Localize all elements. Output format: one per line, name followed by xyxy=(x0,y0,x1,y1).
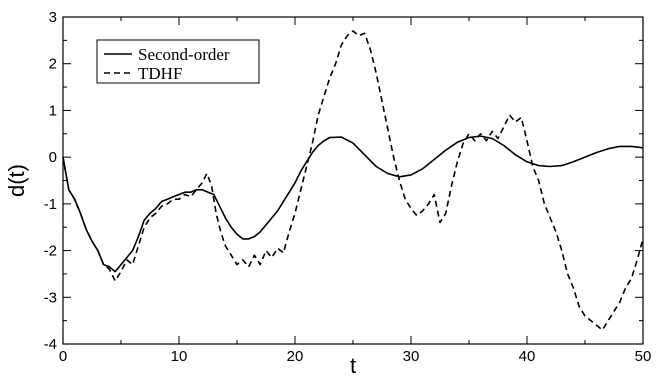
legend-box xyxy=(96,39,260,84)
legend: Second-order TDHF xyxy=(96,39,260,84)
x-tick-label: 30 xyxy=(403,348,420,365)
y-tick-label: 2 xyxy=(49,56,57,73)
y-tick-label: -2 xyxy=(44,243,57,260)
legend-label-tdhf: TDHF xyxy=(138,64,182,83)
y-tick-label: -3 xyxy=(44,289,57,306)
y-axis-title: d(t) xyxy=(4,164,29,197)
x-tick-label: 10 xyxy=(171,348,188,365)
x-tick-label: 0 xyxy=(59,348,67,365)
legend-label-second-order: Second-order xyxy=(138,45,230,64)
y-tick-label: -4 xyxy=(44,336,57,353)
x-tick-label: 50 xyxy=(635,348,652,365)
y-tick-label: -1 xyxy=(44,196,57,213)
x-tick-label: 20 xyxy=(287,348,304,365)
x-axis-title: t xyxy=(350,353,356,377)
series-line-1 xyxy=(62,30,644,331)
plot-area xyxy=(62,30,644,331)
y-tick-label: 3 xyxy=(49,9,57,26)
y-tick-label: 1 xyxy=(49,102,57,119)
series-line-0 xyxy=(62,135,644,273)
y-tick-label: 0 xyxy=(49,149,57,166)
x-tick-label: 40 xyxy=(519,348,536,365)
axis-ticks: 0 10 20 30 40 50 -4 -3 -2 -1 0 1 2 3 xyxy=(44,9,652,365)
